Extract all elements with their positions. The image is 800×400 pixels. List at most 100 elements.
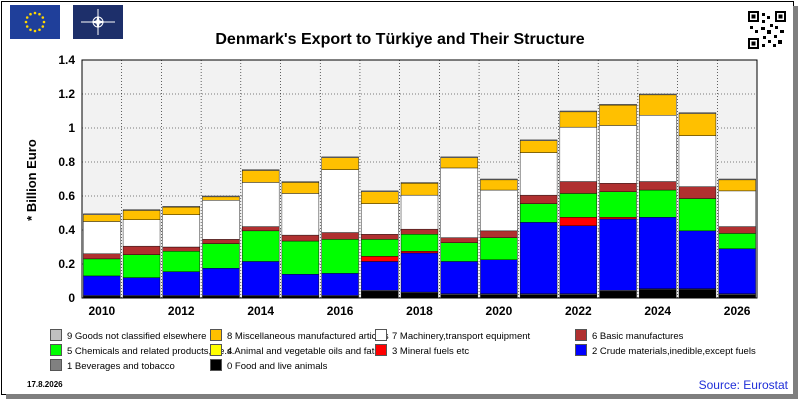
bar-segment [400,251,439,254]
legend-swatch [375,344,387,357]
bar-segment [718,294,756,299]
bar-segment [361,203,399,235]
bar-segment [122,219,161,247]
bar-segment [83,275,121,296]
bar-segment [440,156,478,158]
bar-segment [599,103,637,106]
bar-segment [440,261,478,294]
bar-segment [281,240,320,275]
legend-label: 7 Machinery,transport equipment [392,331,531,342]
bar-segment [162,214,200,248]
bar-segment [639,94,677,116]
bar-segment [321,156,359,158]
bar-segment [242,230,280,262]
bar-segment [281,193,320,236]
y-tick-label: 1.4 [58,53,75,67]
bar-segment [281,182,320,194]
bar-segment [400,252,439,293]
bar-segment [639,189,677,218]
x-tick-label: 2024 [644,304,671,318]
bar-segment [361,291,399,299]
bar-segment [83,258,121,277]
bar-segment [122,296,161,299]
bar-segment [281,296,320,299]
legend-swatch [375,329,387,342]
bar-segment [639,115,677,182]
bar-segment [202,239,240,244]
chart-title: Denmark's Export to Türkiye and Their St… [215,31,585,48]
bar-segment [678,289,717,299]
bar-segment [559,111,597,128]
bar-segment [400,292,439,299]
bar-segment [639,181,677,191]
bar-segment [122,209,161,211]
bar-segment [440,167,478,238]
nato-flag-icon [73,5,123,39]
bar-segment [281,234,320,242]
bar-segment [559,181,597,194]
bar-segment [599,104,637,126]
legend-label: 9 Goods not classified elsewhere [67,331,207,342]
bar-segment [202,200,240,240]
bar-segment [639,289,677,299]
bar-segment [480,179,518,191]
bar-segment [122,254,161,278]
bar-segment [559,193,597,218]
y-tick-label: 0.6 [58,189,75,203]
y-tick-label: 0.8 [58,155,75,169]
legend-label: 3 Mineral fuels etc [392,346,470,357]
bar-segment [361,190,399,192]
bar-segment [321,232,359,240]
bar-segment [83,221,121,254]
bar-segment [361,239,399,257]
bar-segment [480,230,518,238]
bar-segment [718,233,756,249]
bar-segment [281,274,320,296]
bar-segment [242,261,280,296]
bar-segment [519,203,558,223]
bar-segment [162,251,200,272]
bar-segment [122,210,161,220]
legend-item: 3 Mineral fuels etc [375,344,470,358]
bar-segment [678,198,717,232]
y-tick-label: 1.2 [58,87,75,101]
legend-swatch [50,359,62,372]
eu-flag-icon [10,5,60,39]
bar-segment [599,291,637,299]
bar-segment [480,178,518,181]
source-note: Source: Eurostat [698,378,788,392]
bar-segment [321,169,359,233]
bar-segment [678,230,717,289]
bar-segment [242,182,280,227]
bar-segment [639,217,677,289]
bar-segment [162,271,200,296]
bar-segment [242,169,280,171]
bar-segment [400,183,439,196]
bar-segment [559,225,597,294]
legend-label: 8 Miscellaneous manufactured articles [227,331,389,342]
legend-label: 6 Basic manufactures [592,331,684,342]
bar-segment [361,261,399,291]
bar-segment [361,191,399,204]
bar-segment [519,194,558,204]
bar-segment [599,125,637,184]
bar-segment [242,296,280,299]
bar-segment [83,296,121,299]
bar-segment [202,243,240,269]
bar-segment [242,226,280,232]
x-tick-label: 2010 [89,304,116,318]
legend-label: 1 Beverages and tobacco [67,361,175,372]
bar-segment [162,205,200,208]
x-tick-label: 2016 [327,304,354,318]
bar-segment [519,140,558,153]
x-tick-label: 2018 [406,304,433,318]
legend-item: 7 Machinery,transport equipment [375,329,531,343]
bar-segment [202,268,240,296]
bar-segment [678,135,717,187]
bar-segment [162,246,200,252]
legend-label: 4 Animal and vegetable oils and fats [227,346,380,357]
legend-swatch [50,329,62,342]
bar-segment [718,179,756,192]
legend-item: 4 Animal and vegetable oils and fats [210,344,380,358]
bar-segment [440,242,478,262]
